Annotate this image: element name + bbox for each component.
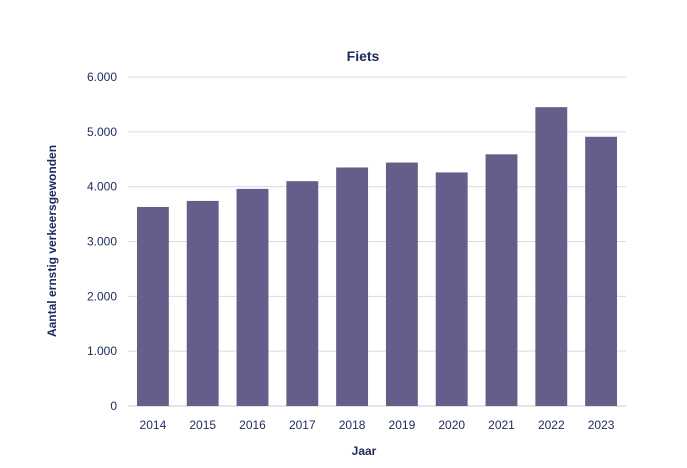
y-axis-ticks: 0 1.000 2.000 3.000 4.000 5.000 6.000 (87, 70, 117, 413)
bar-2022 (535, 107, 568, 407)
bar-2023 (585, 136, 618, 407)
bars (136, 107, 618, 407)
y-tick-label: 2.000 (87, 289, 117, 303)
x-tick-label: 2016 (239, 418, 266, 432)
y-axis-label: Aantal ernstig verkeersgewonden (45, 145, 59, 337)
y-tick-label: 1.000 (87, 344, 117, 358)
bar-2018 (336, 167, 369, 406)
chart-title: Fiets (347, 48, 380, 64)
bar-2014 (136, 206, 169, 406)
x-tick-label: 2015 (189, 418, 216, 432)
y-tick-label: 3.000 (87, 235, 117, 249)
x-tick-label: 2023 (588, 418, 615, 432)
y-tick-label: 5.000 (87, 125, 117, 139)
bar-2021 (485, 154, 518, 406)
bar-2016 (236, 188, 269, 406)
x-tick-label: 2019 (389, 418, 416, 432)
x-tick-label: 2020 (438, 418, 465, 432)
x-tick-label: 2014 (140, 418, 167, 432)
x-axis-label: Jaar (352, 444, 377, 458)
bar-2019 (385, 162, 418, 406)
y-tick-label: 4.000 (87, 180, 117, 194)
x-tick-label: 2021 (488, 418, 515, 432)
x-tick-label: 2017 (289, 418, 316, 432)
bar-2017 (286, 181, 319, 406)
bar-2020 (435, 172, 468, 406)
x-tick-label: 2022 (538, 418, 565, 432)
x-axis-ticks: 2014 2015 2016 2017 2018 2019 2020 2021 2022 2023 (140, 418, 615, 432)
y-tick-label: 0 (110, 399, 117, 413)
x-tick-label: 2018 (339, 418, 366, 432)
bar-2015 (186, 200, 219, 406)
y-tick-label: 6.000 (87, 70, 117, 84)
